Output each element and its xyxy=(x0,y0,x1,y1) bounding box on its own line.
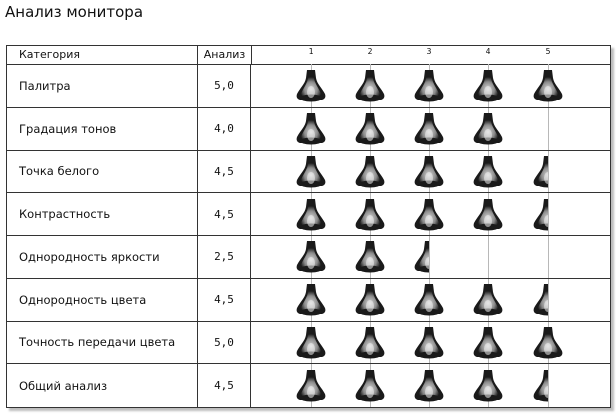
rating-bell-icon xyxy=(295,154,327,190)
rating-bell-icon xyxy=(532,154,548,190)
header-category: Категория xyxy=(7,46,198,64)
rating-bell-icon xyxy=(413,239,429,275)
rating-bell-icon xyxy=(532,282,548,318)
rating-bell-icon xyxy=(295,197,327,233)
rating-bell-icon xyxy=(472,197,504,233)
table-row: Общий анализ 4,5 xyxy=(7,364,610,407)
table-row: Градация тонов 4,0 xyxy=(7,107,610,151)
rating-bell-icon xyxy=(354,68,386,104)
row-category-label: Градация тонов xyxy=(7,107,198,150)
rating-bell-icon xyxy=(295,282,327,318)
rating-bell-icon xyxy=(413,197,445,233)
row-score-value: 4,5 xyxy=(198,193,251,235)
scale-tick-3: 3 xyxy=(426,47,432,56)
rating-bell-icon xyxy=(472,282,504,318)
row-score-value: 4,5 xyxy=(198,278,251,321)
rating-bell-icon xyxy=(295,68,327,104)
rating-bell-icon xyxy=(354,239,386,275)
row-score-value: 4,5 xyxy=(198,364,251,407)
rating-bell-icon xyxy=(532,197,548,233)
rating-bell-icon xyxy=(472,325,504,361)
row-score-value: 4,5 xyxy=(198,150,251,193)
table-row: Контрастность 4,5 xyxy=(7,193,610,236)
row-category-label: Однородность яркости xyxy=(7,236,198,278)
table-row: Точность передачи цвета 5,0 xyxy=(7,321,610,365)
header-value: Анализ xyxy=(198,46,252,64)
rating-bell-icon xyxy=(354,197,386,233)
rating-bell-icon xyxy=(413,111,445,147)
rating-bell-icon xyxy=(413,282,445,318)
rating-bell-icon xyxy=(354,154,386,190)
rating-bell-icon xyxy=(413,68,445,104)
rating-table: Категория Анализ 1 2 3 4 5 Палитра 5,0 Гра… xyxy=(6,45,611,408)
row-category-label: Точность передачи цвета xyxy=(7,321,198,364)
scale-tick-1: 1 xyxy=(308,47,314,56)
rating-bell-icon xyxy=(472,111,504,147)
rating-bell-icon xyxy=(295,239,327,275)
rating-bell-icon xyxy=(354,368,386,404)
row-score-value: 2,5 xyxy=(198,236,251,278)
rating-bell-icon xyxy=(295,368,327,404)
row-category-label: Однородность цвета xyxy=(7,278,198,321)
row-score-value: 5,0 xyxy=(198,321,251,364)
table-row: Точка белого 4,5 xyxy=(7,150,610,194)
rating-bell-icon xyxy=(413,154,445,190)
row-category-label: Контрастность xyxy=(7,193,198,235)
rating-bell-icon xyxy=(472,154,504,190)
scale-tick-4: 4 xyxy=(485,47,491,56)
row-category-label: Точка белого xyxy=(7,150,198,193)
rating-bell-icon xyxy=(532,68,564,104)
rating-bell-icon xyxy=(354,325,386,361)
rating-bell-icon xyxy=(295,111,327,147)
row-score-value: 4,0 xyxy=(198,107,251,150)
rating-bell-icon xyxy=(532,325,564,361)
table-row: Палитра 5,0 xyxy=(7,65,610,108)
table-row: Однородность цвета 4,5 xyxy=(7,278,610,322)
rating-bell-icon xyxy=(532,368,548,404)
rating-bell-icon xyxy=(295,325,327,361)
row-category-label: Общий анализ xyxy=(7,364,198,407)
rating-bell-icon xyxy=(472,368,504,404)
rating-bell-icon xyxy=(354,111,386,147)
row-score-value: 5,0 xyxy=(198,65,251,107)
rating-bell-icon xyxy=(354,282,386,318)
table-row: Однородность яркости 2,5 xyxy=(7,236,610,279)
rating-bell-icon xyxy=(413,325,445,361)
scale-tick-2: 2 xyxy=(367,47,373,56)
table-header: Категория Анализ 1 2 3 4 5 xyxy=(7,46,610,65)
page-title: Анализ монитора xyxy=(5,3,144,21)
rating-bell-icon xyxy=(472,68,504,104)
row-category-label: Палитра xyxy=(7,65,198,107)
rating-bell-icon xyxy=(413,368,445,404)
scale-tick-5: 5 xyxy=(545,47,551,56)
